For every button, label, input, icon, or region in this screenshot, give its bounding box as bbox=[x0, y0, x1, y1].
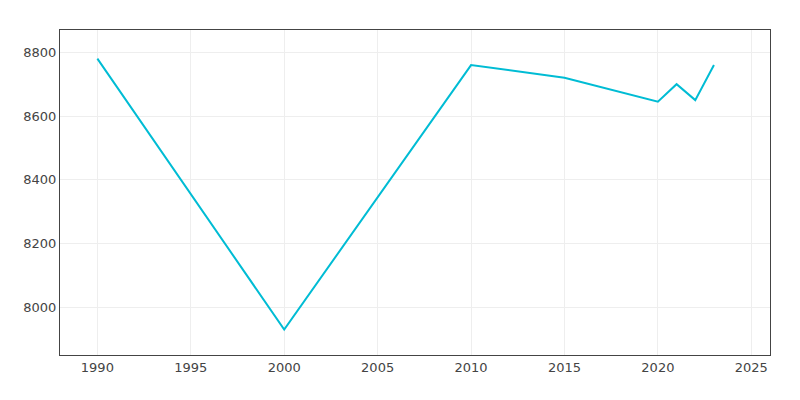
svg-text:8000: 8000 bbox=[23, 300, 56, 315]
svg-text:1990: 1990 bbox=[81, 360, 114, 375]
svg-text:1995: 1995 bbox=[174, 360, 207, 375]
svg-text:2010: 2010 bbox=[455, 360, 488, 375]
svg-text:2025: 2025 bbox=[735, 360, 768, 375]
svg-text:8600: 8600 bbox=[23, 109, 56, 124]
svg-text:8200: 8200 bbox=[23, 236, 56, 251]
svg-text:8400: 8400 bbox=[23, 172, 56, 187]
svg-text:8800: 8800 bbox=[23, 45, 56, 60]
svg-text:2000: 2000 bbox=[268, 360, 301, 375]
svg-text:2015: 2015 bbox=[548, 360, 581, 375]
svg-text:2020: 2020 bbox=[641, 360, 674, 375]
svg-text:2005: 2005 bbox=[361, 360, 394, 375]
